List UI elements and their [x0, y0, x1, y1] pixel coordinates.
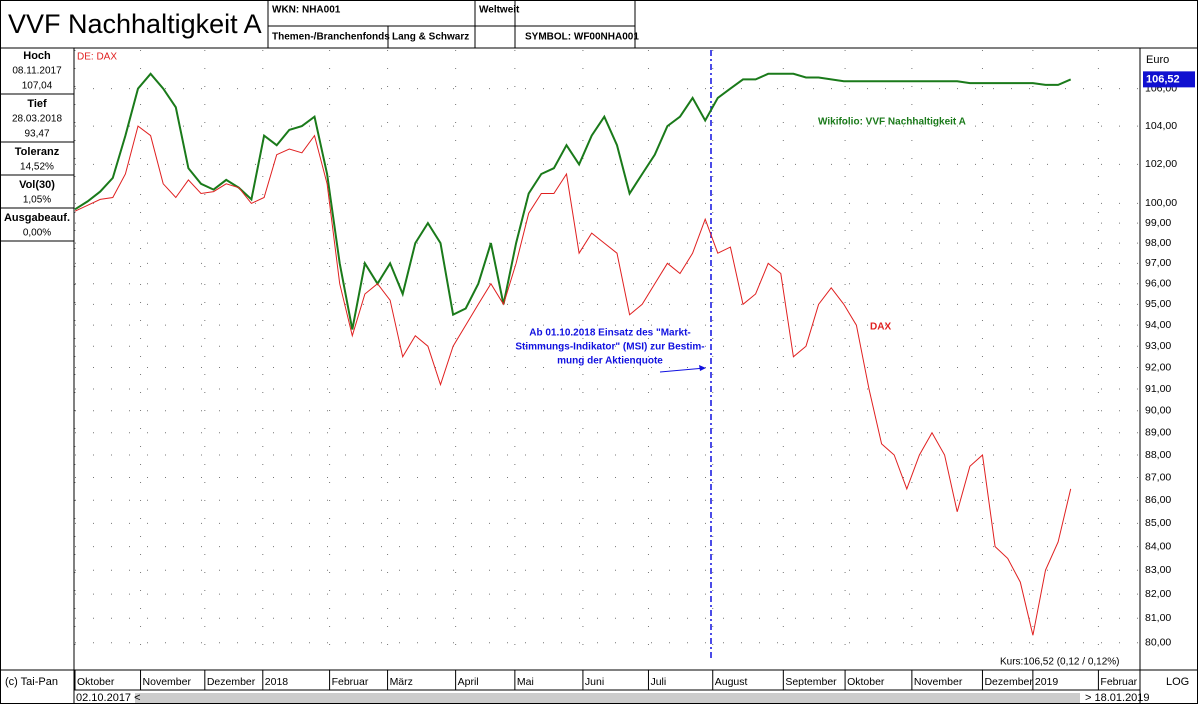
y-tick-label: 88,00 — [1145, 449, 1171, 461]
y-tick-label: 83,00 — [1145, 564, 1171, 576]
series-label: Wikifolio: VVF Nachhaltigkeit A — [818, 117, 966, 128]
x-tick-label: Juli — [650, 676, 666, 688]
y-tick-label: 90,00 — [1145, 405, 1171, 417]
x-tick-label: November — [143, 676, 192, 688]
annotation: mung der Aktienquote — [557, 356, 663, 367]
wkn: WKN: NHA001 — [272, 5, 341, 16]
y-tick-label: 97,00 — [1145, 257, 1171, 269]
quote: Kurs:106,52 (0,12 / 0,12%) — [1000, 657, 1120, 668]
y-tick-label: 93,00 — [1145, 340, 1171, 352]
y-tick-label: 100,00 — [1145, 197, 1177, 209]
y-tick-label: 95,00 — [1145, 298, 1171, 310]
arrow — [659, 367, 706, 373]
y-tick-label: 98,00 — [1145, 237, 1171, 249]
y-tick-label: 99,00 — [1145, 217, 1171, 229]
x-tick-label: Dezember — [207, 676, 256, 688]
y-tick-label: 94,00 — [1145, 319, 1171, 331]
y-tick-label: 84,00 — [1145, 540, 1171, 552]
y-tick-label: 86,00 — [1145, 494, 1171, 506]
x-tick-label: Oktober — [847, 676, 885, 688]
x-tick-label: 2019 — [1035, 676, 1059, 688]
series-line — [74, 125, 1072, 636]
end-date: > 18.01.2019 — [1085, 692, 1150, 704]
stat-value: 107,04 — [22, 81, 53, 92]
x-tick-label: August — [715, 676, 748, 688]
x-tick-label: Mai — [517, 676, 534, 688]
x-tick-label: April — [458, 676, 479, 688]
symbol: SYMBOL: WF00NHA001 — [525, 32, 639, 43]
y-tick-label: 92,00 — [1145, 361, 1171, 373]
x-tick-label: März — [390, 676, 413, 688]
y-tick-label: 104,00 — [1145, 120, 1177, 132]
copyright: (c) Tai-Pan — [5, 676, 58, 688]
x-tick-label: Juni — [585, 676, 604, 688]
stat-label: Toleranz — [15, 146, 60, 158]
last-label: 106,52 — [1146, 73, 1180, 85]
stat-value: 0,00% — [23, 228, 51, 239]
x-tick-label: Dezember — [984, 676, 1033, 688]
stat-label: Ausgabeauf. — [4, 212, 70, 224]
y-tick-label: 85,00 — [1145, 517, 1171, 529]
annotation: Stimmungs-Indikator" (MSI) zur Bestim- — [515, 342, 704, 353]
x-tick-label: Februar — [1100, 676, 1137, 688]
stat-value: 1,05% — [23, 195, 51, 206]
y-tick-label: 91,00 — [1145, 383, 1171, 395]
stat-label: Vol(30) — [19, 179, 55, 191]
y-tick-label: 102,00 — [1145, 158, 1177, 170]
y-tick-label: 80,00 — [1145, 636, 1171, 648]
scale-mode[interactable]: LOG — [1166, 676, 1189, 688]
category: Themen-/Branchenfonds — [272, 32, 390, 43]
x-tick-label: Februar — [332, 676, 369, 688]
y-tick-label: 96,00 — [1145, 278, 1171, 290]
scrollbar[interactable] — [135, 693, 1080, 703]
last-box — [1143, 71, 1195, 88]
x-tick-label: September — [785, 676, 837, 688]
y-tick-label: 89,00 — [1145, 427, 1171, 439]
start-date: 02.10.2017 < — [76, 692, 141, 704]
x-tick-label: Oktober — [77, 676, 115, 688]
x-tick-label: 2018 — [265, 676, 289, 688]
series-label: DAX — [870, 322, 891, 333]
unit: Euro — [1146, 54, 1169, 66]
y-tick-label: 87,00 — [1145, 471, 1171, 483]
subtitle: DE: DAX — [77, 52, 117, 63]
y-tick-label: 82,00 — [1145, 588, 1171, 600]
stat-label: Hoch — [23, 50, 51, 62]
region: Weltweit — [479, 5, 520, 16]
stat-value: 08.11.2017 — [12, 66, 62, 77]
stat-value: 14,52% — [20, 162, 54, 173]
stat-value: 93,47 — [24, 129, 49, 140]
title: VVF Nachhaltigkeit A — [8, 9, 262, 39]
stat-label: Tief — [27, 98, 47, 110]
stat-value: 28.03.2018 — [12, 114, 62, 125]
arrow-head — [699, 365, 706, 371]
annotation: Ab 01.10.2018 Einsatz des "Markt- — [529, 328, 690, 339]
y-tick-label: 81,00 — [1145, 612, 1171, 624]
exchange: Lang & Schwarz — [392, 32, 469, 43]
x-tick-label: November — [914, 676, 963, 688]
